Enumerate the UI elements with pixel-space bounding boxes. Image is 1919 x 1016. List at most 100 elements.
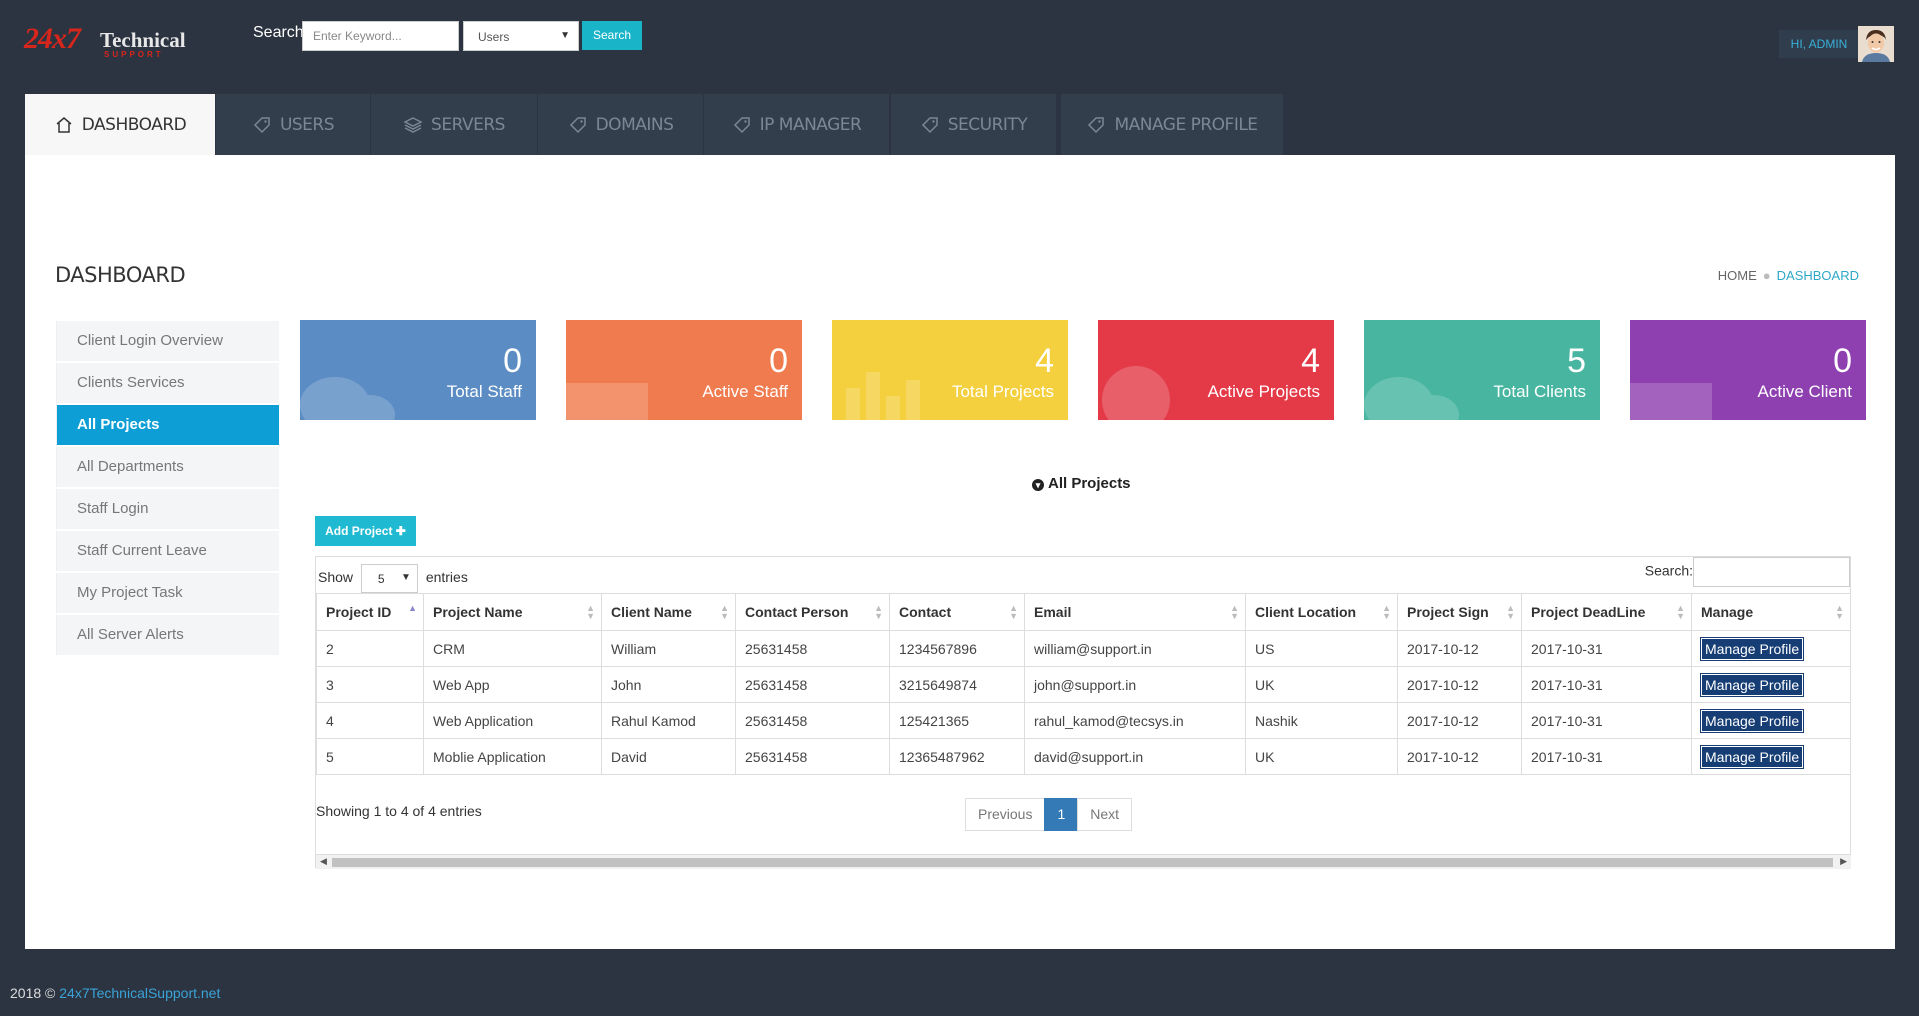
column-header[interactable]: Manage ▲ ▼ <box>1691 593 1851 631</box>
tab-label: SERVERS <box>431 114 505 135</box>
sidebar-item-clients-services[interactable]: Clients Services <box>56 363 279 403</box>
sidebar-item-all-server-alerts[interactable]: All Server Alerts <box>56 615 279 655</box>
sidebar-item-client-login-overview[interactable]: Client Login Overview <box>56 321 279 361</box>
manage-profile-button[interactable]: Manage Profile <box>1699 636 1805 661</box>
cell-client-name: John <box>601 666 736 703</box>
bar-chart-icon <box>846 372 920 420</box>
cell-project-sign: 2017-10-12 <box>1397 738 1522 775</box>
search-label: Search <box>253 24 304 41</box>
sort-icon: ▲ ▼ <box>1009 603 1018 621</box>
table-search-input[interactable] <box>1693 557 1850 587</box>
admin-greeting[interactable]: HI, ADMIN <box>1779 30 1859 58</box>
cell-contact-person: 25631458 <box>735 666 890 703</box>
scroll-right-icon[interactable]: ▶ <box>1840 856 1847 866</box>
cell-project-id: 3 <box>316 666 424 703</box>
cell-contact: 12365487962 <box>889 738 1025 775</box>
cell-client-name: Rahul Kamod <box>601 702 736 739</box>
page-length-select[interactable]: 5 ▼ <box>360 564 418 593</box>
brand-logo[interactable]: 24x7 Technical SUPPORT <box>24 20 186 64</box>
cell-contact-person: 25631458 <box>735 702 890 739</box>
sidebar-item-all-projects[interactable]: All Projects <box>56 405 279 445</box>
table-row: 2 CRM William 25631458 1234567896 willia… <box>316 630 1851 667</box>
stat-card-total-staff[interactable]: 0 Total Staff <box>300 320 536 420</box>
horizontal-scrollbar[interactable]: ◀ ▶ <box>316 854 1851 869</box>
cell-manage: Manage Profile <box>1691 630 1851 667</box>
tab-ip-manager[interactable]: IP MANAGER <box>704 94 889 155</box>
user-avatar-icon <box>1858 26 1894 62</box>
logo-text: Technical <box>100 28 186 52</box>
chat-bubble-icon <box>300 377 395 420</box>
sidebar-item-staff-current-leave[interactable]: Staff Current Leave <box>56 531 279 571</box>
column-header-label: Project DeadLine <box>1531 604 1646 620</box>
sidebar-item-staff-login[interactable]: Staff Login <box>56 489 279 529</box>
cell-project-sign: 2017-10-12 <box>1397 630 1522 667</box>
column-header[interactable]: Contact ▲ ▼ <box>889 593 1025 631</box>
cell-project-deadline: 2017-10-31 <box>1521 630 1692 667</box>
stat-label: Total Staff <box>446 382 522 401</box>
column-header-label: Client Name <box>611 604 692 620</box>
tab-label: DASHBOARD <box>81 114 187 135</box>
sort-icon: ▲ ▼ <box>1676 603 1685 621</box>
sidebar-item-my-project-task[interactable]: My Project Task <box>56 573 279 613</box>
column-header[interactable]: Client Name ▲ ▼ <box>601 593 736 631</box>
breadcrumb-home[interactable]: HOME <box>1717 268 1757 283</box>
column-header[interactable]: Project ID ▲ <box>316 593 424 631</box>
column-header[interactable]: Client Location ▲ ▼ <box>1245 593 1398 631</box>
tab-domains[interactable]: DOMAINS <box>538 94 703 155</box>
sort-icon: ▲ ▼ <box>720 603 729 621</box>
stat-card-active-staff[interactable]: 0 Active Staff <box>566 320 802 420</box>
cell-project-sign: 2017-10-12 <box>1397 666 1522 703</box>
column-header-label: Contact Person <box>745 604 849 620</box>
column-header[interactable]: Email ▲ ▼ <box>1024 593 1246 631</box>
cell-project-id: 2 <box>316 630 424 667</box>
column-header-label: Email <box>1034 604 1072 620</box>
table-info: Showing 1 to 4 of 4 entries <box>316 803 482 819</box>
sort-icon: ▲ ▼ <box>1230 603 1239 621</box>
manage-profile-button[interactable]: Manage Profile <box>1699 744 1805 769</box>
tab-users[interactable]: USERS <box>216 94 370 155</box>
column-header-label: Project Name <box>433 604 523 620</box>
cell-client-location: Nashik <box>1245 702 1398 739</box>
cell-client-name: William <box>601 630 736 667</box>
pagination-page-1[interactable]: 1 <box>1044 798 1079 831</box>
tab-security[interactable]: SECURITY <box>891 94 1056 155</box>
avatar[interactable] <box>1858 26 1894 62</box>
footer-link[interactable]: 24x7TechnicalSupport.net <box>59 985 221 1001</box>
scroll-left-icon[interactable]: ◀ <box>320 856 327 866</box>
search-category-select[interactable]: Users ▼ <box>463 21 579 51</box>
stat-value: 0 <box>769 342 788 380</box>
breadcrumb-current: DASHBOARD <box>1776 268 1859 283</box>
column-header[interactable]: Project Name ▲ ▼ <box>423 593 602 631</box>
globe-icon <box>1102 366 1170 420</box>
column-header[interactable]: Project Sign ▲ ▼ <box>1397 593 1522 631</box>
folder-icon <box>1630 383 1712 420</box>
page-title: DASHBOARD <box>55 263 186 287</box>
stat-card-total-projects[interactable]: 4 Total Projects <box>832 320 1068 420</box>
search-button[interactable]: Search <box>582 21 642 50</box>
stat-label: Total Clients <box>1493 382 1586 401</box>
sidebar-item-all-departments[interactable]: All Departments <box>56 447 279 487</box>
column-header[interactable]: Project DeadLine ▲ ▼ <box>1521 593 1692 631</box>
add-project-button[interactable]: Add Project ✚ <box>315 516 416 546</box>
cell-email: david@support.in <box>1024 738 1246 775</box>
pagination-previous[interactable]: Previous <box>965 798 1046 831</box>
stat-card-active-client[interactable]: 0 Active Client <box>1630 320 1866 420</box>
column-header[interactable]: Contact Person ▲ ▼ <box>735 593 890 631</box>
pagination-next[interactable]: Next <box>1077 798 1133 831</box>
stat-card-total-clients[interactable]: 5 Total Clients <box>1364 320 1600 420</box>
table-search: Search: <box>1645 557 1850 587</box>
footer-copyright: 2018 © <box>10 985 56 1001</box>
search-input[interactable] <box>302 21 459 51</box>
cell-project-deadline: 2017-10-31 <box>1521 738 1692 775</box>
tab-label: DOMAINS <box>595 114 674 135</box>
top-header: 24x7 Technical SUPPORT Search Users ▼ Se… <box>0 0 1919 94</box>
tab-manage-profile[interactable]: MANAGE PROFILE <box>1061 94 1283 155</box>
scrollbar-thumb[interactable] <box>332 858 1833 867</box>
tab-dashboard[interactable]: DASHBOARD <box>25 94 215 155</box>
cell-client-location: UK <box>1245 738 1398 775</box>
sort-icon: ▲ ▼ <box>874 603 883 621</box>
stat-card-active-projects[interactable]: 4 Active Projects <box>1098 320 1334 420</box>
tab-servers[interactable]: SERVERS <box>371 94 537 155</box>
manage-profile-button[interactable]: Manage Profile <box>1699 708 1805 733</box>
manage-profile-button[interactable]: Manage Profile <box>1699 672 1805 697</box>
